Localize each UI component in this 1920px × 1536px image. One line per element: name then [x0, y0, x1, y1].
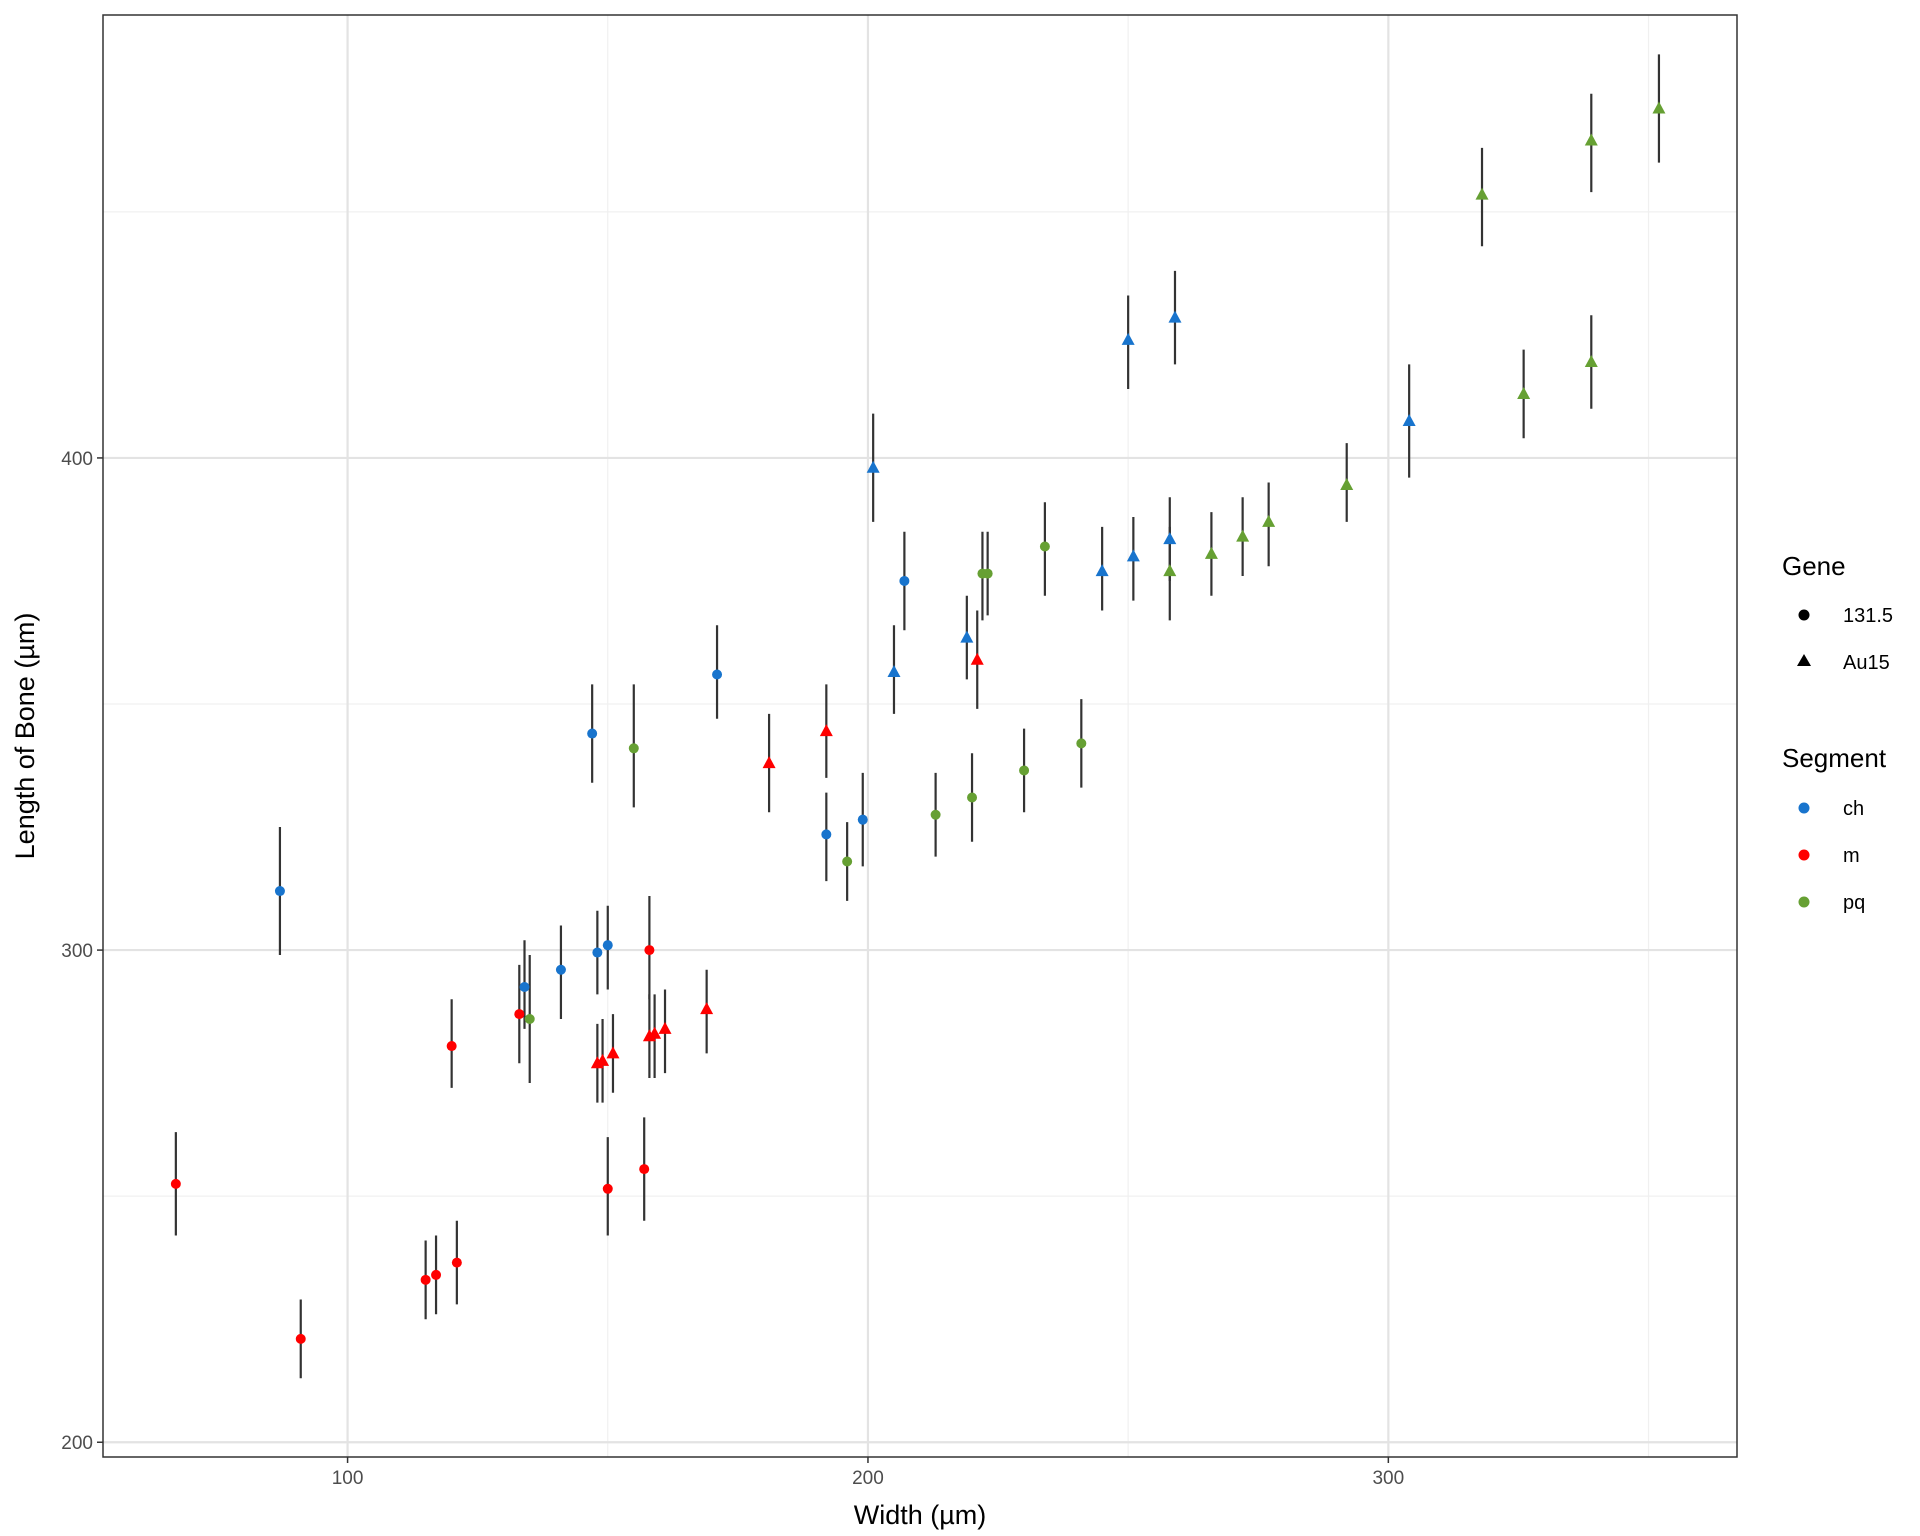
data-point-triangle — [1095, 564, 1109, 577]
data-point-triangle — [1584, 133, 1598, 146]
data-point-triangle — [1236, 529, 1250, 542]
legend-gene-title: Gene — [1782, 551, 1846, 581]
data-point-triangle — [596, 1053, 610, 1066]
y-tick-label: 400 — [61, 449, 93, 470]
y-tick-label: 200 — [61, 1433, 93, 1454]
data-point-circle — [514, 1009, 525, 1020]
legend-segment-ch-key — [1798, 802, 1810, 814]
data-point-circle — [821, 829, 832, 840]
data-point-triangle — [866, 460, 880, 473]
data-point-circle — [602, 1183, 613, 1194]
data-point-circle — [842, 856, 853, 867]
data-point-triangle — [1163, 532, 1177, 545]
data-point-triangle — [1475, 187, 1489, 200]
data-point-circle — [1019, 765, 1030, 776]
legend-segment-ch-label: ch — [1843, 798, 1864, 820]
grid-major — [103, 15, 1737, 1457]
data-point-triangle — [648, 1026, 662, 1039]
data-point-circle — [1076, 738, 1087, 749]
data-point-triangle — [1652, 101, 1666, 114]
x-axis-title: Width (µm) — [854, 1500, 987, 1530]
data-point-circle — [857, 814, 868, 825]
data-point-triangle — [658, 1021, 672, 1034]
data-point-triangle — [1121, 332, 1135, 345]
data-point-circle — [644, 945, 655, 956]
data-point-circle — [555, 964, 566, 975]
data-point-triangle — [1204, 546, 1218, 559]
data-point-triangle — [887, 665, 901, 678]
legend-segment-title: Segment — [1782, 743, 1887, 773]
plot-panel-border — [102, 14, 1738, 1458]
data-point-triangle — [1517, 386, 1531, 399]
data-point-circle — [274, 886, 285, 897]
data-point-circle — [170, 1178, 181, 1189]
data-point-circle — [431, 1269, 442, 1280]
data-point-circle — [639, 1164, 650, 1175]
data-point-circle — [982, 568, 993, 579]
legend-segment-m-key — [1798, 849, 1810, 861]
x-tick-label: 300 — [1372, 1468, 1404, 1489]
data-point-triangle — [1402, 414, 1416, 427]
legend: Gene 131.5 Au15 Segment ch m pq — [1782, 551, 1893, 914]
data-point-triangle — [1168, 310, 1182, 323]
data-point-circle — [587, 728, 598, 739]
y-axis-title: Length of Bone (µm) — [10, 613, 40, 860]
data-point-triangle — [970, 652, 984, 665]
data-point-circle — [592, 947, 603, 958]
data-point-triangle — [1584, 354, 1598, 367]
data-point-circle — [930, 809, 941, 820]
x-tick-label: 200 — [852, 1468, 884, 1489]
x-tick-label: 100 — [332, 1468, 364, 1489]
legend-gene-au15-label: Au15 — [1843, 652, 1890, 674]
data-point-circle — [712, 669, 723, 680]
data-point-circle — [524, 1013, 535, 1024]
legend-gene-131.5-label: 131.5 — [1843, 605, 1893, 627]
tick-labels: 100 200 300 200 300 400 — [61, 449, 1404, 1489]
y-tick-label: 300 — [61, 941, 93, 962]
data-point-circle — [602, 940, 613, 951]
legend-gene-131.5-key — [1798, 609, 1810, 621]
legend-segment-m-label: m — [1843, 845, 1860, 867]
data-point-triangle — [960, 630, 974, 643]
data-point-circle — [420, 1274, 431, 1285]
data-point-circle — [446, 1041, 457, 1052]
data-points — [170, 101, 1666, 1344]
data-point-circle — [899, 575, 910, 586]
data-point-circle — [967, 792, 978, 803]
data-point-circle — [628, 743, 639, 754]
data-point-triangle — [1340, 478, 1354, 491]
data-point-circle — [519, 981, 530, 992]
data-point-circle — [1039, 541, 1050, 552]
data-point-triangle — [1262, 514, 1276, 527]
data-point-triangle — [819, 724, 833, 737]
data-point-circle — [451, 1257, 462, 1268]
data-point-triangle — [1163, 564, 1177, 577]
data-point-triangle — [606, 1046, 620, 1059]
legend-gene-au15-key — [1797, 654, 1811, 666]
data-point-circle — [295, 1333, 306, 1344]
data-point-triangle — [762, 756, 776, 769]
axis-ticks — [97, 457, 1390, 1463]
legend-segment-pq-label: pq — [1843, 892, 1865, 914]
data-point-triangle — [700, 1002, 714, 1015]
legend-segment-pq-key — [1798, 896, 1810, 908]
data-point-triangle — [1126, 549, 1140, 562]
